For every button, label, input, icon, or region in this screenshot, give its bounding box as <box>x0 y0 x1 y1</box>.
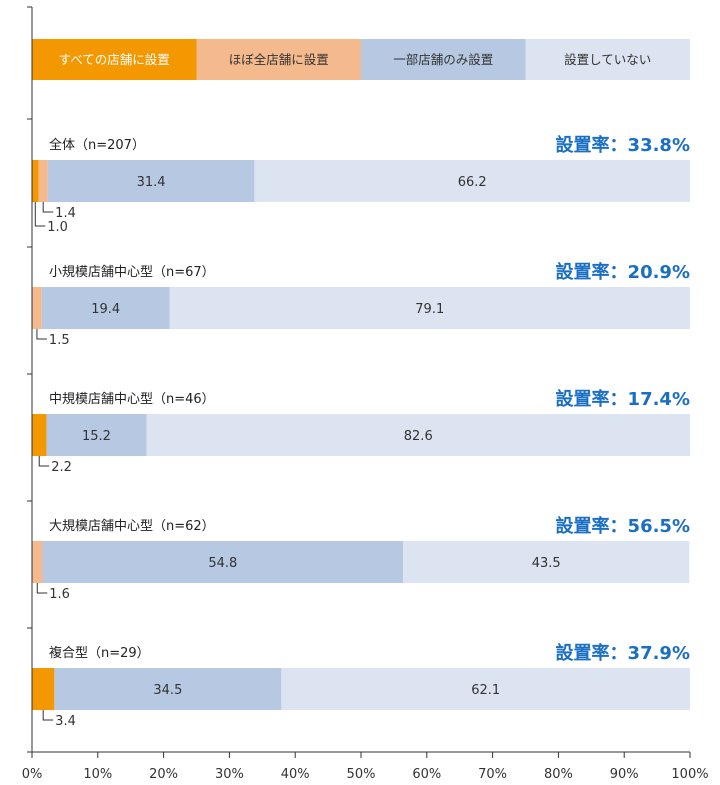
callout-leader <box>36 329 47 340</box>
x-tick-label: 100% <box>671 767 708 782</box>
row-0: 全体（n=207） 設置率：33.8% 31.4 66.2 1.41.0 <box>32 134 691 235</box>
bar-value-label: 34.5 <box>153 683 182 698</box>
row-3: 大規模店舗中心型（n=62） 設置率：56.5% 54.8 43.5 1.6 <box>32 515 690 602</box>
callout-leader <box>36 583 48 594</box>
bar-segment <box>42 541 404 583</box>
callout-value-label: 2.2 <box>51 460 72 475</box>
bar-value-label: 66.2 <box>458 175 487 190</box>
category-label: 全体（n=207） <box>49 137 145 153</box>
bar-value-label: 82.6 <box>404 429 433 444</box>
category-label: 大規模店舗中心型（n=62） <box>49 519 215 534</box>
category-label: 複合型（n=29） <box>49 645 150 661</box>
bar-segment <box>254 160 691 202</box>
rate-label: 設置率：33.8% <box>556 134 690 156</box>
callout-value-label: 1.6 <box>49 587 70 602</box>
x-tick-label: 70% <box>478 767 507 782</box>
bar-value-label: 43.5 <box>532 556 561 571</box>
x-tick-label: 20% <box>149 767 178 782</box>
bar-segment <box>54 668 282 710</box>
bar-segment <box>169 287 691 329</box>
legend: すべての店舗に設置 ほぼ全店舗に設置 一部店舗のみ設置 設置していない <box>32 39 690 80</box>
x-tick-label: 80% <box>544 767 573 782</box>
callout-leader <box>42 202 54 213</box>
callout-value-label: 1.4 <box>55 206 76 221</box>
bar-value-label: 19.4 <box>91 302 120 317</box>
bar-segment <box>281 668 690 710</box>
x-tick-label: 0% <box>22 767 43 782</box>
rate-label: 設置率：56.5% <box>556 515 690 537</box>
x-tick-label: 40% <box>281 767 310 782</box>
legend-label-3: 設置していない <box>564 52 651 67</box>
bar-value-label: 15.2 <box>82 429 111 444</box>
category-label: 中規模店舗中心型（n=46） <box>49 392 215 407</box>
bar-value-label: 54.8 <box>208 556 237 571</box>
callout-value-label: 1.5 <box>49 333 70 348</box>
bar-segment <box>32 160 39 202</box>
callout-value-label: 1.0 <box>47 220 68 235</box>
bar-value-label: 79.1 <box>415 302 444 317</box>
bar-segment <box>47 160 255 202</box>
x-tick-label: 60% <box>412 767 441 782</box>
row-4: 複合型（n=29） 設置率：37.9% 34.5 62.1 3.4 <box>32 642 690 729</box>
legend-swatch-3 <box>525 39 690 80</box>
legend-swatch-1 <box>196 39 361 80</box>
bar-segment <box>41 287 170 329</box>
callout-leader <box>42 710 54 721</box>
legend-swatch-2 <box>361 39 526 80</box>
bar-segment <box>32 541 43 583</box>
x-tick-label: 50% <box>347 767 376 782</box>
x-tick-label: 10% <box>83 767 112 782</box>
callout-value-label: 3.4 <box>55 714 76 729</box>
bar-segment <box>32 668 55 710</box>
rate-label: 設置率：20.9% <box>556 261 690 283</box>
x-axis: 0% 10% 20% 30% 40% 50% 60% 70% 80% 90% 100% <box>22 6 709 782</box>
bar-segment <box>46 414 147 456</box>
legend-label-1: ほぼ全店舗に設置 <box>229 52 329 67</box>
bar-value-label: 62.1 <box>471 683 500 698</box>
rate-label: 設置率：37.9% <box>556 642 690 664</box>
row-1: 小規模店舗中心型（n=67） 設置率：20.9% 19.4 79.1 1.5 <box>32 261 691 348</box>
bar-segment <box>32 287 42 329</box>
bar-segment <box>38 160 48 202</box>
legend-swatch-0 <box>32 39 197 80</box>
chart-rows: 全体（n=207） 設置率：33.8% 31.4 66.2 1.41.0 小規模店舗中心型… <box>32 134 691 729</box>
callout-leader <box>34 202 46 227</box>
bar-segment <box>32 414 47 456</box>
category-label: 小規模店舗中心型（n=67） <box>49 265 215 280</box>
legend-label-0: すべての店舗に設置 <box>59 52 170 67</box>
callout-leader <box>38 456 50 467</box>
legend-label-2: 一部店舗のみ設置 <box>393 52 493 67</box>
bar-segment <box>403 541 690 583</box>
bar-segment <box>146 414 690 456</box>
x-tick-label: 30% <box>215 767 244 782</box>
x-tick-label: 90% <box>610 767 639 782</box>
row-2: 中規模店舗中心型（n=46） 設置率：17.4% 15.2 82.6 2.2 <box>32 388 690 475</box>
rate-label: 設置率：17.4% <box>556 388 690 410</box>
bar-value-label: 31.4 <box>137 175 166 190</box>
